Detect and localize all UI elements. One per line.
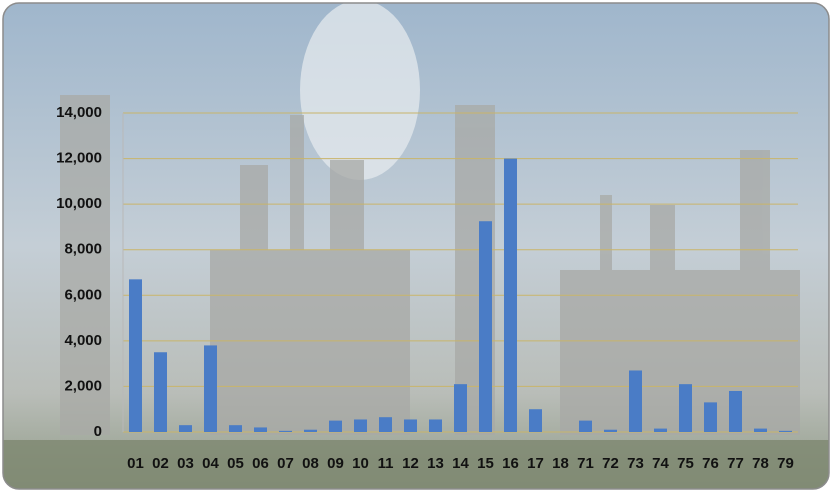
- x-tick-label: 04: [202, 455, 219, 472]
- y-tick-label: 8,000: [64, 241, 102, 258]
- x-tick-label: 77: [727, 455, 744, 472]
- bar: [504, 159, 517, 432]
- bar: [229, 425, 242, 432]
- x-tick-label: 09: [327, 455, 344, 472]
- x-tick-label: 16: [502, 455, 519, 472]
- bar: [729, 391, 742, 432]
- bar: [354, 419, 367, 432]
- bar: [204, 345, 217, 432]
- chart: 0 2,000 4,000 6,000 8,000 10,000 12,000 14,000 0…: [0, 0, 833, 492]
- x-tick-label: 03: [177, 455, 194, 472]
- x-tick-label: 13: [427, 455, 444, 472]
- x-tick-label: 15: [477, 455, 494, 472]
- x-tick-label: 07: [277, 455, 294, 472]
- y-tick-label: 10,000: [56, 195, 102, 212]
- bar: [579, 421, 592, 432]
- x-tick-label: 11: [378, 455, 394, 472]
- x-tick-label: 75: [677, 455, 694, 472]
- bar: [429, 419, 442, 432]
- bar: [679, 384, 692, 432]
- bar: [154, 352, 167, 432]
- bar: [254, 427, 267, 432]
- x-tick-label: 17: [527, 455, 544, 472]
- bar: [329, 421, 342, 432]
- bar: [629, 370, 642, 432]
- bar: [604, 430, 617, 432]
- x-tick-label: 05: [227, 455, 244, 472]
- bar: [479, 221, 492, 432]
- y-tick-label: 2,000: [64, 377, 102, 394]
- x-tick-label: 76: [702, 455, 719, 472]
- x-tick-label: 78: [752, 455, 769, 472]
- x-tick-label: 74: [652, 455, 669, 472]
- x-tick-label: 18: [552, 455, 569, 472]
- bar: [404, 419, 417, 432]
- bar: [454, 384, 467, 432]
- x-tick-label: 79: [777, 455, 794, 472]
- x-tick-label: 08: [302, 455, 319, 472]
- x-tick-label: 01: [127, 455, 144, 472]
- x-tick-label: 14: [452, 455, 469, 472]
- y-tick-label: 6,000: [64, 286, 102, 303]
- x-tick-label: 10: [352, 455, 369, 472]
- x-tick-label: 06: [252, 455, 269, 472]
- bar: [529, 409, 542, 432]
- y-tick-label: 12,000: [56, 150, 102, 167]
- bar: [779, 431, 792, 432]
- bar: [704, 402, 717, 432]
- x-tick-label: 02: [152, 455, 169, 472]
- x-tick-label: 12: [402, 455, 419, 472]
- bar: [654, 429, 667, 432]
- bar: [179, 425, 192, 432]
- bar: [379, 417, 392, 432]
- bar: [754, 429, 767, 432]
- bar: [129, 279, 142, 432]
- y-tick-label: 14,000: [56, 104, 102, 121]
- bar: [279, 431, 292, 432]
- y-tick-label: 0: [94, 423, 102, 440]
- y-tick-label: 4,000: [64, 332, 102, 349]
- x-tick-label: 72: [602, 455, 619, 472]
- bar: [304, 430, 317, 432]
- x-tick-label: 71: [577, 455, 594, 472]
- x-tick-label: 73: [627, 455, 644, 472]
